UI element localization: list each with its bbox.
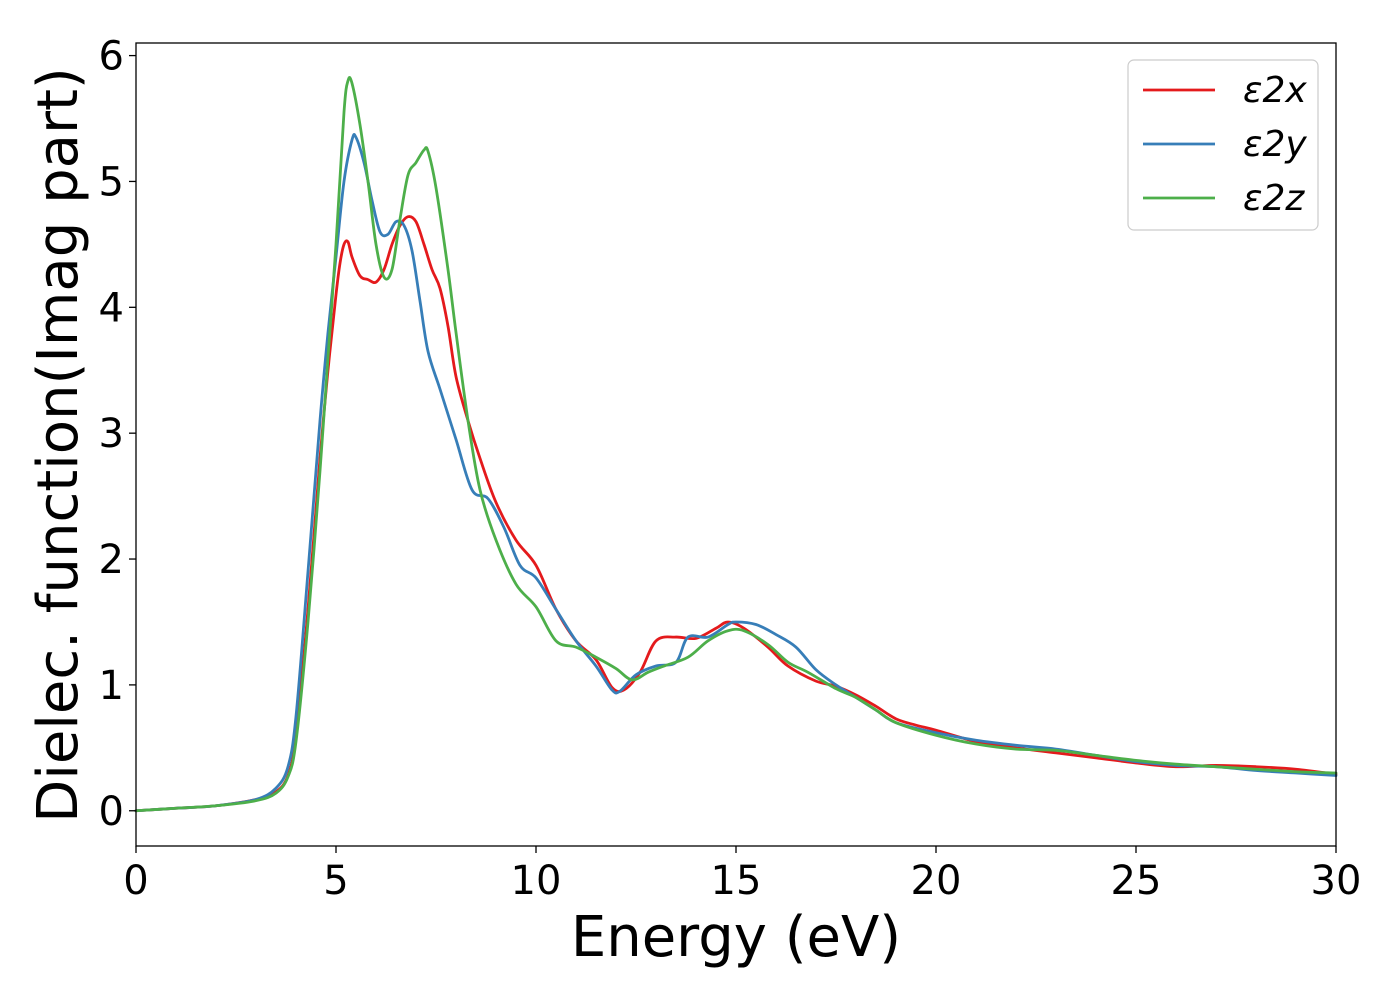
x-tick-label: 20 — [911, 858, 962, 904]
y-tick-label: 4 — [99, 285, 124, 331]
x-tick-label: 30 — [1311, 858, 1362, 904]
y-tick-label: 5 — [99, 159, 124, 205]
legend-label-2: ε2z — [1243, 178, 1305, 219]
legend-box — [1127, 59, 1319, 231]
y-tick-label: 0 — [99, 789, 124, 835]
x-tick-label: 15 — [711, 858, 762, 904]
series-layer — [134, 76, 1338, 813]
legend-label-0: ε2x — [1243, 70, 1307, 111]
series-line-0 — [134, 215, 1338, 813]
y-axis-label: Dielec. function(Imag part) — [26, 67, 91, 823]
legend-entries: ε2x ε2y ε2z — [1143, 70, 1307, 219]
x-tick-label: 0 — [123, 858, 148, 904]
legend-label-1: ε2y — [1243, 124, 1307, 165]
series-line-1 — [134, 133, 1338, 813]
x-tick-label: 5 — [323, 858, 348, 904]
x-axis-label: Energy (eV) — [571, 905, 901, 970]
y-axis-ticks: 0 1 2 3 4 5 6 — [99, 34, 136, 835]
x-tick-label: 25 — [1111, 858, 1162, 904]
x-axis-ticks: 0 5 10 15 20 25 30 — [123, 846, 1361, 904]
series-line-2 — [134, 76, 1338, 813]
legend: ε2x ε2y ε2z — [1127, 59, 1319, 231]
y-tick-label: 3 — [99, 411, 124, 457]
x-tick-label: 10 — [511, 858, 562, 904]
y-tick-label: 2 — [99, 537, 124, 583]
y-tick-label: 1 — [99, 663, 124, 709]
y-tick-label: 6 — [99, 34, 124, 80]
